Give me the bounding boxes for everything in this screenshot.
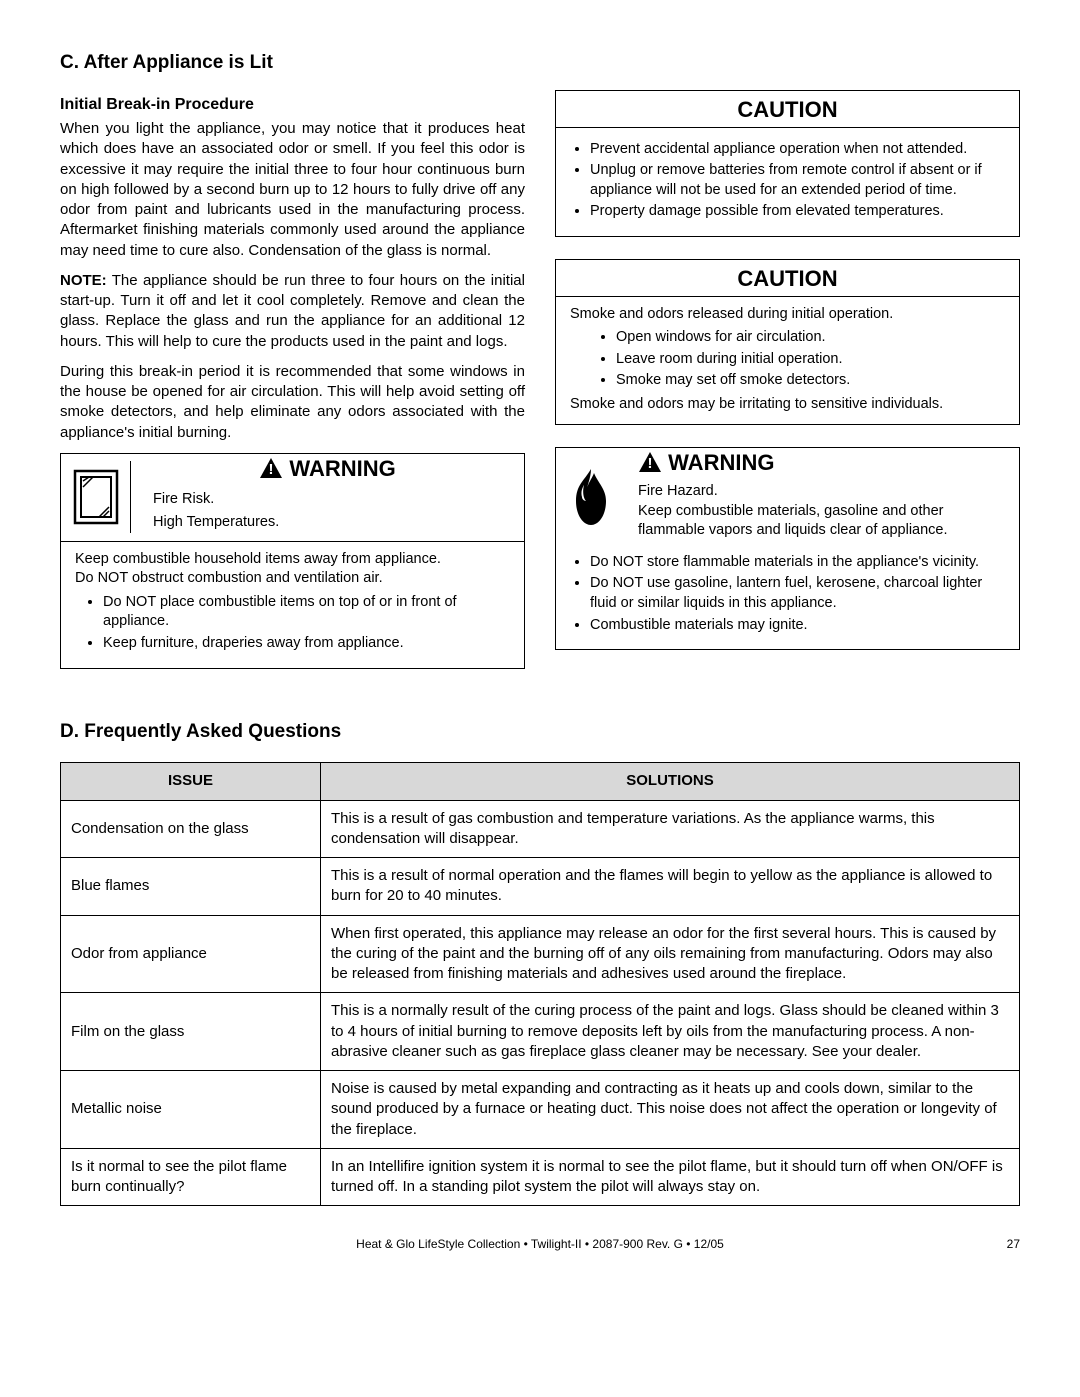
caution-bullet: Prevent accidental appliance operation w… xyxy=(590,140,1005,160)
caution-outro: Smoke and odors may be irritating to sen… xyxy=(570,395,1005,415)
faq-issue: Condensation on the glass xyxy=(61,800,321,858)
caution-bullet: Unplug or remove batteries from remote c… xyxy=(590,161,1005,200)
warning-subtext: Fire Risk. High Temperatures. xyxy=(131,484,524,541)
faq-issue: Is it normal to see the pilot flame burn… xyxy=(61,1148,321,1206)
warning-bullet: Do NOT place combustible items on top of… xyxy=(103,593,510,632)
faq-solution: Noise is caused by metal expanding and c… xyxy=(321,1071,1020,1149)
warning-triangle-icon: ! xyxy=(638,450,668,475)
caution-title: CAUTION xyxy=(556,91,1019,128)
combustible-line: Keep combustible materials, gasoline and… xyxy=(638,502,1007,541)
svg-text:!: ! xyxy=(269,461,274,478)
table-row: Condensation on the glassThis is a resul… xyxy=(61,800,1020,858)
warning-title: ! WARNING xyxy=(626,448,1019,478)
caution-bullet: Property damage possible from elevated t… xyxy=(590,202,1005,222)
warning-box-left: ! WARNING Fire Risk. High Temperatures. … xyxy=(60,453,525,669)
warning-body-line-2: Do NOT obstruct combustion and ventilati… xyxy=(75,569,510,589)
footer-text: Heat & Glo LifeStyle Collection • Twilig… xyxy=(356,1237,724,1251)
warning-title: ! WARNING xyxy=(131,454,524,484)
section-d: D. Frequently Asked Questions ISSUE SOLU… xyxy=(60,719,1020,1207)
two-column-layout: C. After Appliance is Lit Initial Break-… xyxy=(60,50,1020,691)
page-number: 27 xyxy=(1007,1236,1020,1252)
section-c-heading: C. After Appliance is Lit xyxy=(60,50,525,76)
warning-body-line-1: Keep combustible household items away fr… xyxy=(75,550,510,570)
warning-subtext: Fire Hazard. Keep combustible materials,… xyxy=(626,478,1019,547)
faq-solution: When first operated, this appliance may … xyxy=(321,915,1020,993)
fire-hazard-line: Fire Hazard. xyxy=(638,482,1007,502)
warning-triangle-icon: ! xyxy=(259,456,289,481)
right-column: CAUTION Prevent accidental appliance ope… xyxy=(555,50,1020,691)
caution-bullet: Smoke may set off smoke detectors. xyxy=(616,371,1005,391)
faq-solution: In an Intellifire ignition system it is … xyxy=(321,1148,1020,1206)
page-footer: Heat & Glo LifeStyle Collection • Twilig… xyxy=(60,1236,1020,1252)
warning-bullet-list: Do NOT place combustible items on top of… xyxy=(75,593,510,654)
faq-solution: This is a result of gas combustion and t… xyxy=(321,800,1020,858)
caution-bullet-list: Prevent accidental appliance operation w… xyxy=(570,140,1005,222)
left-column: C. After Appliance is Lit Initial Break-… xyxy=(60,50,525,691)
faq-col-issue: ISSUE xyxy=(61,763,321,800)
warning-bullet: Combustible materials may ignite. xyxy=(590,616,1005,636)
warning-bullet-list: Do NOT store flammable materials in the … xyxy=(570,553,1005,635)
fireplace-icon xyxy=(61,461,131,533)
table-row: Odor from applianceWhen first operated, … xyxy=(61,915,1020,993)
faq-solution: This is a normally result of the curing … xyxy=(321,993,1020,1071)
caution-box-2: CAUTION Smoke and odors released during … xyxy=(555,259,1020,426)
caution-bullet: Leave room during initial operation. xyxy=(616,350,1005,370)
section-d-heading: D. Frequently Asked Questions xyxy=(60,719,1020,745)
warning-box-right: ! WARNING Fire Hazard. Keep combustible … xyxy=(555,447,1020,650)
flame-icon xyxy=(556,459,626,537)
faq-issue: Odor from appliance xyxy=(61,915,321,993)
fire-risk-line: Fire Risk. xyxy=(153,490,524,510)
note-paragraph: NOTE: The appliance should be run three … xyxy=(60,271,525,352)
caution-intro: Smoke and odors released during initial … xyxy=(570,305,1005,325)
paragraph-1: When you light the appliance, you may no… xyxy=(60,119,525,261)
paragraph-3: During this break-in period it is recomm… xyxy=(60,362,525,443)
warning-bullet: Do NOT store flammable materials in the … xyxy=(590,553,1005,573)
svg-text:!: ! xyxy=(648,455,653,472)
warning-bullet: Do NOT use gasoline, lantern fuel, keros… xyxy=(590,574,1005,613)
table-row: Blue flamesThis is a result of normal op… xyxy=(61,858,1020,916)
warning-body: Keep combustible household items away fr… xyxy=(61,542,524,668)
table-row: Is it normal to see the pilot flame burn… xyxy=(61,1148,1020,1206)
caution-bullet: Open windows for air circulation. xyxy=(616,328,1005,348)
faq-table: ISSUE SOLUTIONS Condensation on the glas… xyxy=(60,762,1020,1206)
note-label: NOTE: xyxy=(60,272,107,289)
note-text: The appliance should be run three to fou… xyxy=(60,272,525,350)
break-in-subheading: Initial Break-in Procedure xyxy=(60,94,525,116)
caution-box-1: CAUTION Prevent accidental appliance ope… xyxy=(555,90,1020,237)
warning-bullet: Keep furniture, draperies away from appl… xyxy=(103,634,510,654)
caution-title: CAUTION xyxy=(556,260,1019,297)
faq-issue: Film on the glass xyxy=(61,993,321,1071)
faq-issue: Blue flames xyxy=(61,858,321,916)
table-row: Film on the glassThis is a normally resu… xyxy=(61,993,1020,1071)
faq-col-solutions: SOLUTIONS xyxy=(321,763,1020,800)
table-row: Metallic noiseNoise is caused by metal e… xyxy=(61,1071,1020,1149)
caution-bullet-list: Open windows for air circulation. Leave … xyxy=(570,328,1005,391)
high-temp-line: High Temperatures. xyxy=(153,513,524,533)
faq-solution: This is a result of normal operation and… xyxy=(321,858,1020,916)
faq-issue: Metallic noise xyxy=(61,1071,321,1149)
